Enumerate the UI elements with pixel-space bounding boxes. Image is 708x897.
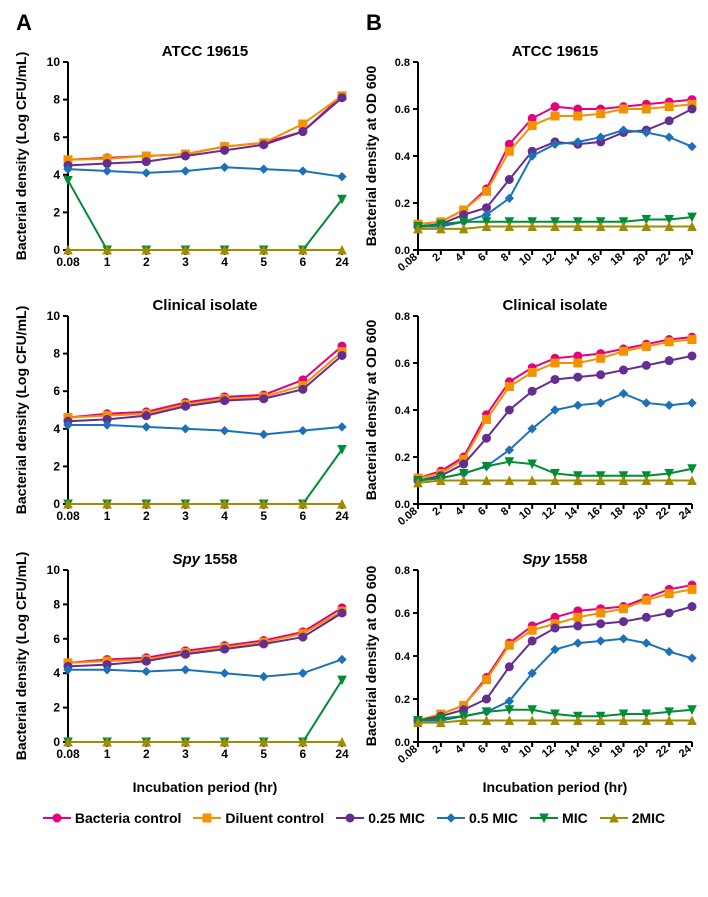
svg-text:3: 3	[182, 509, 189, 523]
svg-text:Bacterial density at OD 600: Bacterial density at OD 600	[363, 320, 379, 501]
svg-text:0.2: 0.2	[395, 694, 410, 706]
svg-text:2: 2	[143, 255, 150, 269]
legend-label: Bacteria control	[75, 810, 182, 826]
legend-label: MIC	[562, 810, 588, 826]
svg-text:Spy 1558: Spy 1558	[522, 551, 587, 568]
svg-text:0.4: 0.4	[395, 405, 411, 417]
svg-text:8: 8	[53, 347, 60, 361]
svg-text:ATCC 19615: ATCC 19615	[162, 43, 248, 60]
svg-text:10: 10	[47, 309, 61, 323]
svg-text:0.8: 0.8	[395, 57, 410, 69]
svg-text:0.6: 0.6	[395, 358, 410, 370]
svg-text:2: 2	[143, 747, 150, 761]
legend-item-mic025: 0.25 MIC	[336, 810, 425, 826]
legend-swatch-icon	[600, 811, 628, 825]
svg-text:0.8: 0.8	[395, 311, 410, 323]
panel-a-0: 02468100.0812345624ATCC 19615Bacterial d…	[10, 40, 350, 290]
svg-text:Clinical isolate: Clinical isolate	[502, 297, 607, 314]
svg-text:6: 6	[53, 130, 60, 144]
svg-text:4: 4	[221, 747, 228, 761]
svg-text:2: 2	[53, 701, 60, 715]
panel-b-0: 0.00.20.40.60.80.0824681012141618202224A…	[360, 40, 700, 290]
svg-text:0.4: 0.4	[395, 651, 411, 663]
legend-swatch-icon	[336, 811, 364, 825]
svg-text:0.2: 0.2	[395, 452, 410, 464]
svg-text:Spy 1558: Spy 1558	[172, 551, 237, 568]
legend-label: Diluent control	[225, 810, 324, 826]
svg-text:3: 3	[182, 255, 189, 269]
svg-text:24: 24	[335, 747, 349, 761]
svg-text:5: 5	[260, 747, 267, 761]
svg-text:Bacterial density at OD 600: Bacterial density at OD 600	[363, 66, 379, 247]
svg-text:10: 10	[47, 55, 61, 69]
svg-text:0.8: 0.8	[395, 565, 410, 577]
legend-item-bacteria_control: Bacteria control	[43, 810, 182, 826]
legend-swatch-icon	[530, 811, 558, 825]
panel-letter-b: B	[360, 10, 700, 36]
svg-text:4: 4	[221, 509, 228, 523]
legend-label: 0.25 MIC	[368, 810, 425, 826]
svg-text:6: 6	[53, 384, 60, 398]
panel-a-2: 02468100.0812345624Spy 1558Bacterial den…	[10, 548, 350, 798]
legend-item-mic1: MIC	[530, 810, 588, 826]
legend-swatch-icon	[43, 811, 71, 825]
legend-item-diluent_control: Diluent control	[193, 810, 324, 826]
svg-text:Bacterial density (Log CFU/mL): Bacterial density (Log CFU/mL)	[13, 552, 29, 760]
svg-text:0.2: 0.2	[395, 198, 410, 210]
svg-text:0.4: 0.4	[395, 151, 411, 163]
svg-text:Bacterial density at OD 600: Bacterial density at OD 600	[363, 566, 379, 747]
svg-text:5: 5	[260, 255, 267, 269]
svg-text:3: 3	[182, 747, 189, 761]
svg-text:5: 5	[260, 509, 267, 523]
svg-text:24: 24	[335, 509, 349, 523]
svg-text:Incubation period (hr): Incubation period (hr)	[133, 779, 278, 795]
panel-b-2: 0.00.20.40.60.80.0824681012141618202224S…	[360, 548, 700, 798]
svg-text:2: 2	[143, 509, 150, 523]
svg-text:Bacterial density (Log CFU/mL): Bacterial density (Log CFU/mL)	[13, 306, 29, 514]
svg-text:0.6: 0.6	[395, 608, 410, 620]
svg-text:Bacterial density (Log CFU/mL): Bacterial density (Log CFU/mL)	[13, 52, 29, 260]
svg-text:1: 1	[104, 255, 111, 269]
svg-text:0.6: 0.6	[395, 104, 410, 116]
svg-text:2: 2	[53, 459, 60, 473]
svg-text:Clinical isolate: Clinical isolate	[152, 297, 257, 314]
svg-text:0.08: 0.08	[56, 747, 80, 761]
panel-b-1: 0.00.20.40.60.80.0824681012141618202224C…	[360, 294, 700, 544]
svg-text:6: 6	[300, 747, 307, 761]
svg-text:ATCC 19615: ATCC 19615	[512, 43, 598, 60]
svg-text:6: 6	[300, 255, 307, 269]
legend-item-mic2: 2MIC	[600, 810, 665, 826]
svg-text:6: 6	[300, 509, 307, 523]
legend-item-mic05: 0.5 MIC	[437, 810, 518, 826]
svg-text:0.08: 0.08	[56, 509, 80, 523]
svg-text:1: 1	[104, 747, 111, 761]
svg-text:6: 6	[53, 632, 60, 646]
svg-text:Incubation period (hr): Incubation period (hr)	[483, 779, 628, 795]
svg-text:4: 4	[53, 168, 60, 182]
panel-letter-a: A	[10, 10, 350, 36]
svg-text:4: 4	[53, 422, 60, 436]
svg-text:10: 10	[47, 563, 61, 577]
legend-swatch-icon	[437, 811, 465, 825]
panel-a-1: 02468100.0812345624Clinical isolateBacte…	[10, 294, 350, 544]
svg-text:8: 8	[53, 93, 60, 107]
svg-text:1: 1	[104, 509, 111, 523]
svg-text:24: 24	[335, 255, 349, 269]
svg-text:2: 2	[53, 205, 60, 219]
legend-label: 2MIC	[632, 810, 665, 826]
svg-text:4: 4	[53, 666, 60, 680]
svg-text:4: 4	[221, 255, 228, 269]
legend-swatch-icon	[193, 811, 221, 825]
legend-label: 0.5 MIC	[469, 810, 518, 826]
svg-text:8: 8	[53, 597, 60, 611]
svg-text:0.08: 0.08	[56, 255, 80, 269]
legend: Bacteria control Diluent control 0.25 MIC 0…	[10, 810, 698, 826]
figure-grid: A B 02468100.0812345624ATCC 19615Bacteri…	[10, 10, 698, 802]
